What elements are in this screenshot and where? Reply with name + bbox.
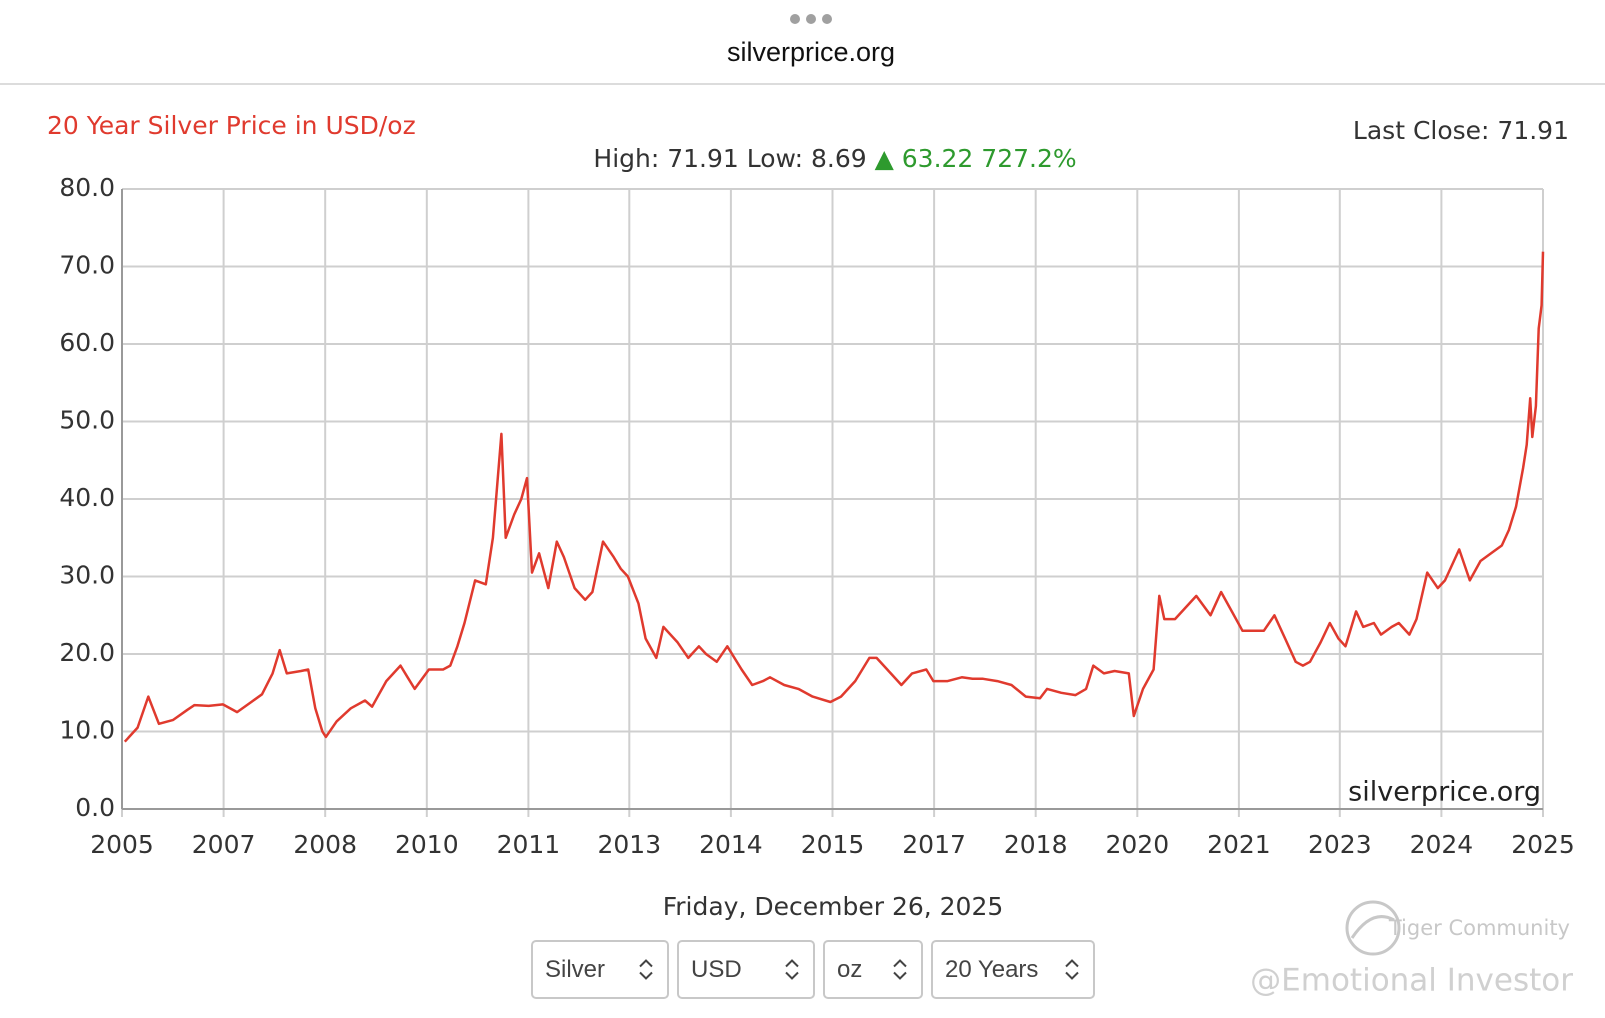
y-tick-label: 20.0 <box>59 638 115 667</box>
y-tick-label: 10.0 <box>59 716 115 745</box>
x-tick-label: 2005 <box>90 830 154 859</box>
y-tick-label: 60.0 <box>59 328 115 357</box>
url: silverprice.org <box>727 37 895 67</box>
select-chevron <box>1065 959 1079 980</box>
x-tick-label: 2025 <box>1511 830 1575 859</box>
y-tick-label: 40.0 <box>59 483 115 512</box>
grid: 0.0 10.0 20.0 30.0 40.0 50.0 60.0 70.0 80.0 2005 2… <box>59 173 1574 859</box>
select[interactable]: oz <box>823 940 923 999</box>
x-tick-label: 2013 <box>597 830 661 859</box>
overlay-handle: @Emotional Investor <box>1250 963 1573 999</box>
select-label: Silver <box>545 956 605 983</box>
x-tick-label: 2020 <box>1105 830 1169 859</box>
y-tick-label: 70.0 <box>59 251 115 280</box>
select-label: USD <box>691 956 742 983</box>
select-label: oz <box>837 956 862 983</box>
y-tick-label: 30.0 <box>59 561 115 590</box>
overlay-brand: Tiger Community <box>1388 916 1570 940</box>
x-tick-label: 2014 <box>699 830 763 859</box>
select-box <box>931 940 1095 999</box>
controls: Silver USD oz 20 Years <box>531 940 1095 999</box>
x-tick-label: 2007 <box>192 830 256 859</box>
browser-dots <box>790 14 832 24</box>
x-tick-label: 2024 <box>1410 830 1474 859</box>
select-box <box>531 940 669 999</box>
x-tick-label: 2023 <box>1308 830 1372 859</box>
select-chevron <box>893 959 907 980</box>
select-chevron <box>785 959 799 980</box>
select-label: 20 Years <box>945 956 1038 983</box>
x-tick-label: 2011 <box>497 830 561 859</box>
select[interactable]: USD <box>677 940 815 999</box>
overlay-logo <box>1345 900 1401 956</box>
x-tick-label: 2017 <box>902 830 966 859</box>
x-tick-label: 2021 <box>1207 830 1271 859</box>
date: Friday, December 26, 2025 <box>663 892 1004 921</box>
price-line <box>123 251 1545 743</box>
select-chevron <box>639 959 653 980</box>
last-close: Last Close: 71.91 <box>1353 116 1569 145</box>
y-tick-label: 0.0 <box>75 793 115 822</box>
change: ▲ 63.22 727.2% <box>875 144 1077 173</box>
x-tick-label: 2015 <box>801 830 865 859</box>
chart-title: 20 Year Silver Price in USD/oz <box>47 111 416 140</box>
x-tick-label: 2008 <box>293 830 357 859</box>
select-box <box>677 940 815 999</box>
x-tick-label: 2018 <box>1004 830 1068 859</box>
chart-watermark: silverprice.org <box>1348 777 1541 808</box>
select[interactable]: 20 Years <box>931 940 1095 999</box>
y-tick-label: 80.0 <box>59 173 115 202</box>
y-tick-label: 50.0 <box>59 406 115 435</box>
x-tick-label: 2010 <box>395 830 459 859</box>
stats: High: 71.91 Low: 8.69 ▲ 63.22 727.2% <box>593 144 1076 173</box>
select-box <box>823 940 923 999</box>
high-low: High: 71.91 Low: 8.69 <box>593 144 866 173</box>
select[interactable]: Silver <box>531 940 669 999</box>
